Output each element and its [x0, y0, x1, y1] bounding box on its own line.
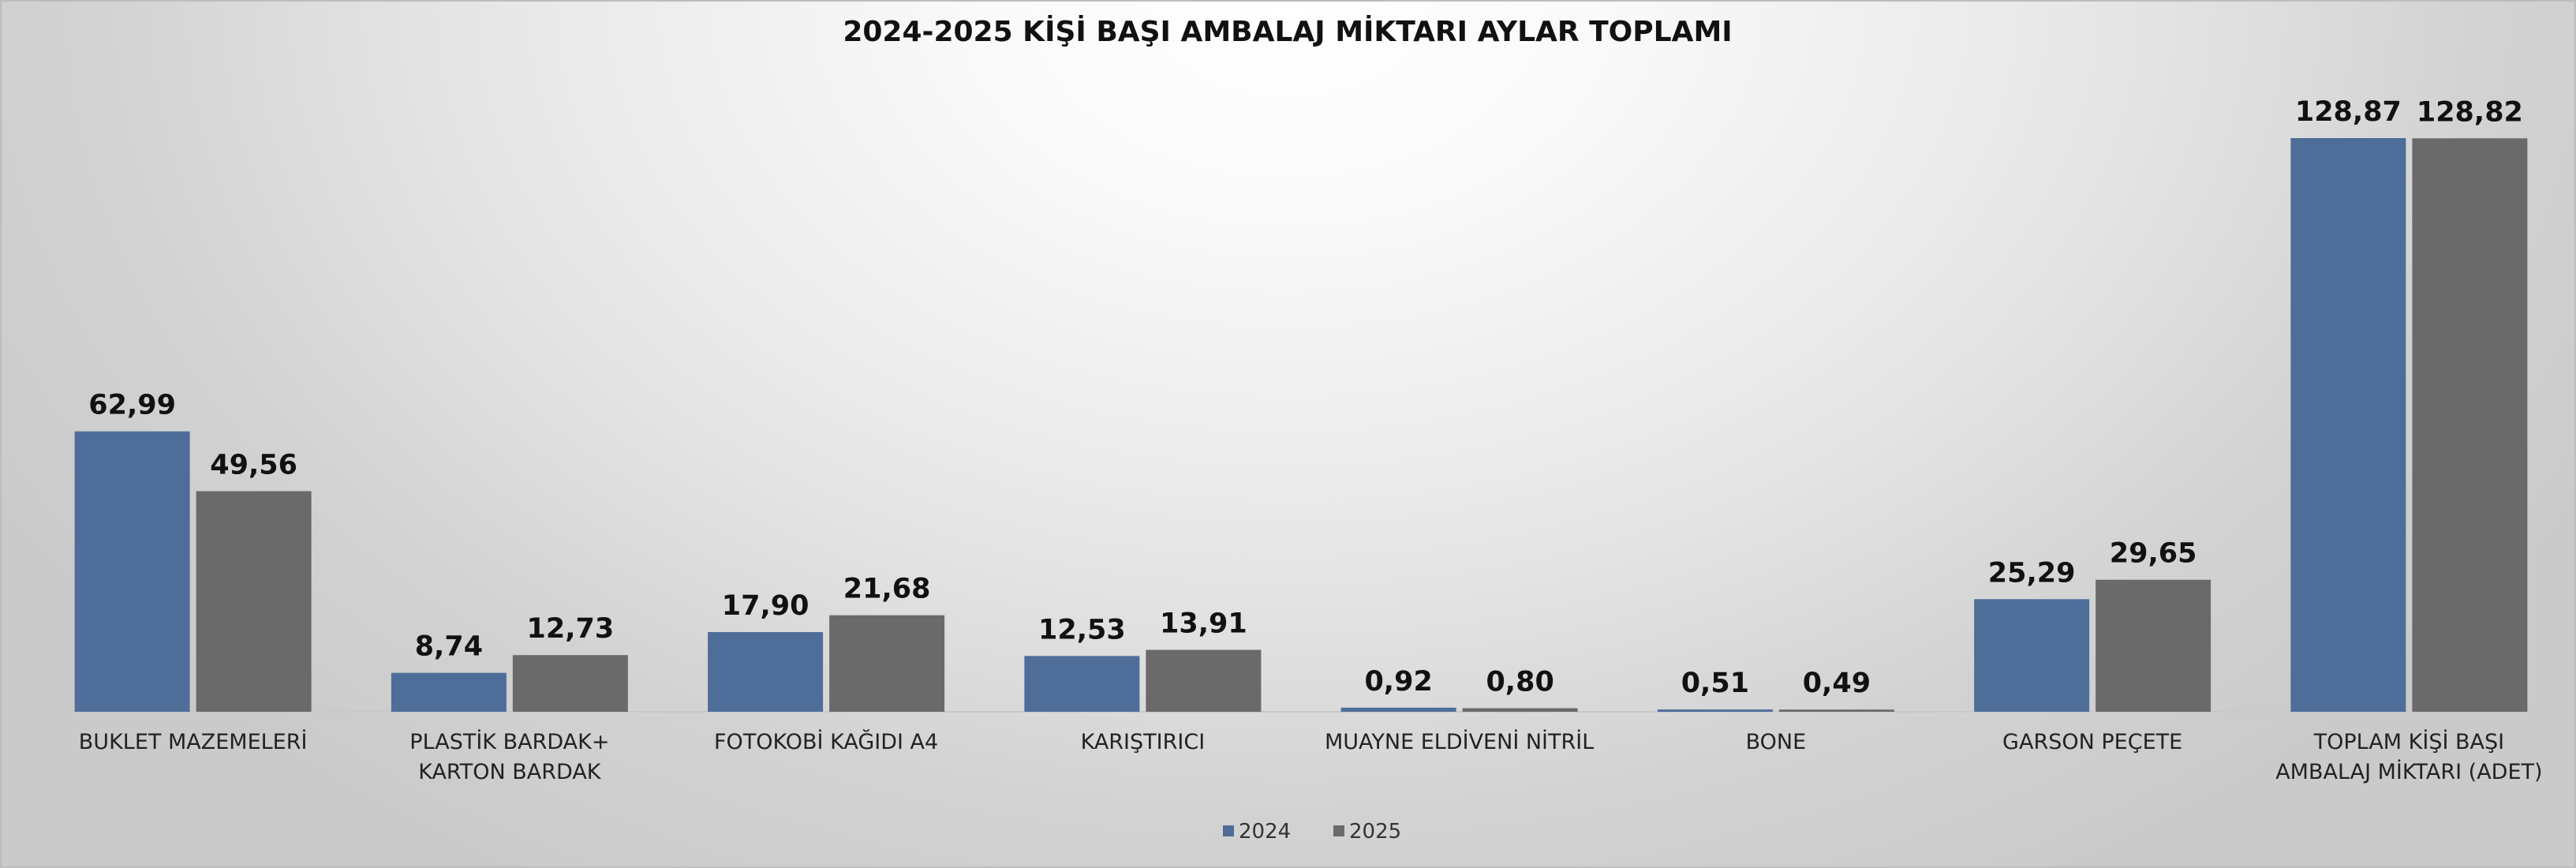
bar [512, 655, 628, 712]
data-label: 17,90 [722, 590, 809, 622]
data-label: 21,68 [843, 574, 931, 605]
data-label: 0,49 [1803, 668, 1871, 699]
bar [2096, 579, 2211, 712]
x-tick-label: MUAYNE ELDİVENİ NİTRİL [1324, 730, 1595, 754]
data-label: 0,92 [1364, 666, 1432, 698]
bar [391, 672, 507, 712]
data-label: 29,65 [2110, 538, 2197, 570]
bar [1778, 709, 1894, 712]
legend-label: 2025 [1349, 820, 1401, 844]
bar [1146, 649, 1262, 712]
data-label: 13,91 [1160, 608, 1247, 640]
bar [1340, 707, 1456, 712]
x-tick-label: FOTOKOBİ KAĞIDI A4 [714, 730, 939, 754]
legend-label: 2024 [1239, 820, 1291, 844]
data-label: 25,29 [1988, 557, 2076, 589]
data-label: 0,80 [1486, 666, 1553, 698]
legend-swatch [1223, 825, 1234, 836]
data-label: 128,82 [2417, 96, 2523, 128]
bar [708, 632, 824, 712]
legend-swatch [1333, 825, 1344, 836]
data-label: 128,87 [2295, 96, 2402, 128]
x-tick-label: PLASTİK BARDAK+ KARTON BARDAK [409, 730, 610, 784]
bar [1024, 656, 1140, 712]
x-tick-label: KARIŞTIRICI [1080, 730, 1206, 754]
bar [2290, 138, 2406, 712]
bar [1657, 709, 1773, 712]
bar [1462, 708, 1578, 712]
chart-title: 2024-2025 KİŞİ BAŞI AMBALAJ MİKTARI AYLA… [843, 15, 1732, 48]
bar [1974, 599, 2090, 712]
bar [2412, 138, 2528, 712]
data-label: 62,99 [88, 390, 176, 421]
x-tick-label: BUKLET MAZEMELERİ [78, 730, 308, 754]
data-label: 8,74 [415, 631, 483, 663]
data-label: 0,51 [1681, 668, 1749, 699]
x-tick-label: BONE [1745, 730, 1807, 754]
data-label: 49,56 [210, 449, 297, 481]
bar [74, 431, 190, 712]
bar [829, 615, 945, 712]
bar [196, 491, 312, 712]
x-tick-label: GARSON PEÇETE [2002, 730, 2183, 754]
data-label: 12,53 [1038, 614, 1126, 645]
x-tick-label: TOPLAM KİŞİ BAŞI AMBALAJ MİKTARI (ADET) [2275, 730, 2543, 784]
data-label: 12,73 [527, 613, 615, 645]
